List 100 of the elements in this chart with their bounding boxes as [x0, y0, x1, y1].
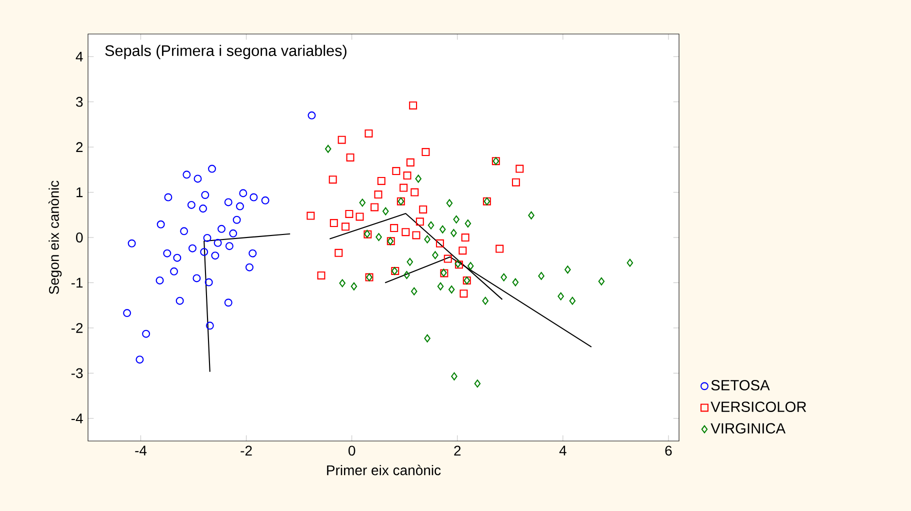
point: [512, 278, 519, 286]
point: [390, 224, 398, 232]
point: [409, 101, 418, 110]
point: [404, 271, 410, 280]
point: [569, 296, 576, 305]
point: [338, 136, 346, 144]
point: [199, 204, 208, 213]
point: [239, 189, 248, 198]
point: [626, 258, 634, 267]
point: [467, 262, 474, 270]
point: [128, 239, 136, 248]
point: [558, 292, 564, 300]
y-tick-label: 2: [76, 142, 83, 152]
text: Sepals (Primera i segona variables): [105, 44, 346, 60]
point: [437, 282, 444, 290]
legend-label: VERSICOLOR: [710, 402, 806, 412]
point: [194, 174, 202, 183]
point: [339, 279, 346, 288]
point: [142, 330, 150, 338]
point: [248, 249, 257, 258]
legend-label: SETOSA: [711, 380, 770, 390]
point: [261, 196, 270, 204]
x-tick-label: -2: [240, 446, 252, 456]
point: [346, 153, 354, 162]
point: [410, 188, 419, 196]
point: [206, 322, 214, 330]
point: [317, 271, 326, 280]
point: [203, 234, 212, 242]
point: [163, 249, 172, 258]
point: [439, 225, 446, 234]
point: [403, 172, 412, 180]
x-axis-title: Primer eix canònic: [327, 464, 441, 476]
y-axis-title: Segon eix canònic: [48, 180, 62, 294]
y-tick-label: 4: [76, 52, 83, 62]
point: [538, 272, 544, 280]
y-tick-label: -2: [71, 323, 83, 333]
point: [211, 252, 220, 260]
point: [406, 158, 414, 166]
point: [450, 228, 457, 237]
point: [377, 176, 386, 185]
point: [464, 219, 472, 228]
point: [424, 235, 430, 244]
point: [500, 273, 507, 282]
point: [356, 212, 364, 221]
point: [364, 129, 373, 138]
y-tick-label: -1: [71, 278, 83, 288]
point: [474, 380, 481, 388]
point: [306, 212, 315, 220]
point: [382, 207, 389, 216]
point: [419, 205, 428, 214]
y-tick-label: -4: [71, 414, 83, 424]
point: [156, 220, 165, 228]
x-tick-label: 2: [454, 446, 461, 456]
point: [444, 254, 452, 263]
point: [342, 222, 350, 231]
point: [564, 266, 571, 274]
point: [428, 221, 434, 230]
y-tick-label: 1: [76, 187, 83, 198]
x-tick-label: -4: [135, 446, 147, 456]
point: [182, 170, 191, 179]
point: [164, 193, 172, 202]
point: [170, 267, 178, 276]
point: [229, 229, 238, 238]
point: [512, 178, 520, 186]
point: [123, 309, 132, 318]
point: [208, 164, 216, 173]
x-tick-label: 4: [559, 446, 566, 456]
point: [328, 176, 337, 184]
point: [324, 144, 332, 153]
point: [187, 200, 196, 209]
point: [516, 164, 524, 173]
point: [400, 184, 408, 192]
point: [334, 248, 343, 257]
point: [460, 290, 468, 298]
point: [136, 356, 144, 364]
point: [225, 242, 234, 250]
point: [218, 224, 226, 233]
y-tick-label: 0: [76, 232, 83, 242]
point: [188, 244, 196, 252]
point: [496, 244, 504, 253]
point: [410, 287, 418, 296]
point: [200, 248, 208, 256]
y-tick-label: -3: [71, 368, 83, 378]
point: [214, 238, 222, 247]
point: [180, 227, 188, 236]
point: [173, 254, 182, 262]
point: [528, 211, 534, 220]
point: [412, 231, 420, 240]
y-tick-label: 3: [76, 96, 83, 107]
point: [350, 282, 358, 290]
point: [453, 215, 460, 224]
point: [482, 296, 488, 305]
point: [424, 334, 430, 342]
point: [598, 277, 605, 286]
point: [422, 148, 430, 156]
point: [156, 276, 164, 284]
point: [402, 228, 410, 236]
point: [392, 167, 400, 176]
point: [446, 199, 453, 208]
point: [432, 251, 438, 260]
